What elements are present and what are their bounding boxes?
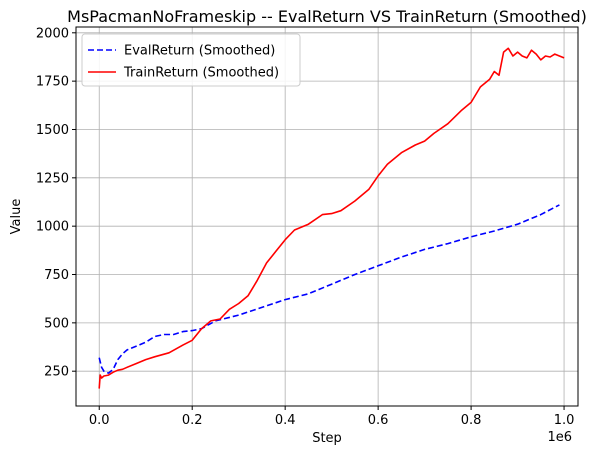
x-tick-label: 0.2 (182, 413, 203, 428)
legend-label: EvalReturn (Smoothed) (124, 44, 275, 59)
y-tick-label: 1250 (36, 171, 69, 186)
y-tick-label: 1750 (36, 75, 69, 90)
y-tick-label: 500 (44, 316, 69, 331)
series-group (98, 47, 565, 389)
legend-box (81, 33, 301, 87)
x-axis-offset-label: 1e6 (547, 430, 572, 445)
x-tick-label: 0.8 (461, 413, 482, 428)
x-tick-label: 1.0 (554, 413, 575, 428)
y-axis-label: Value (9, 199, 24, 235)
x-tick-label: 0.0 (89, 413, 110, 428)
legend-label: TrainReturn (Smoothed) (123, 66, 279, 81)
x-axis-label: Step (312, 431, 342, 446)
x-tick-label: 0.4 (275, 413, 296, 428)
ticks: 0.0 0.2 0.4 0.6 0.8 1.0 250 500 750 1000 1250 1500 1… (36, 26, 574, 428)
y-tick-label: 2000 (36, 26, 69, 41)
y-tick-label: 1500 (36, 123, 69, 138)
chart-title: MsPacmanNoFrameskip -- EvalReturn VS Tra… (67, 7, 587, 26)
y-tick-label: 1000 (36, 220, 69, 235)
plot-frame (75, 26, 579, 407)
legend: EvalReturn (Smoothed) TrainReturn (Smooth… (81, 33, 301, 87)
series-line-train-return (98, 47, 565, 389)
y-tick-label: 250 (44, 365, 69, 380)
y-tick-label: 750 (44, 268, 69, 283)
series-line-eval-return (98, 204, 560, 374)
grid (76, 27, 578, 406)
x-tick-label: 0.6 (368, 413, 389, 428)
